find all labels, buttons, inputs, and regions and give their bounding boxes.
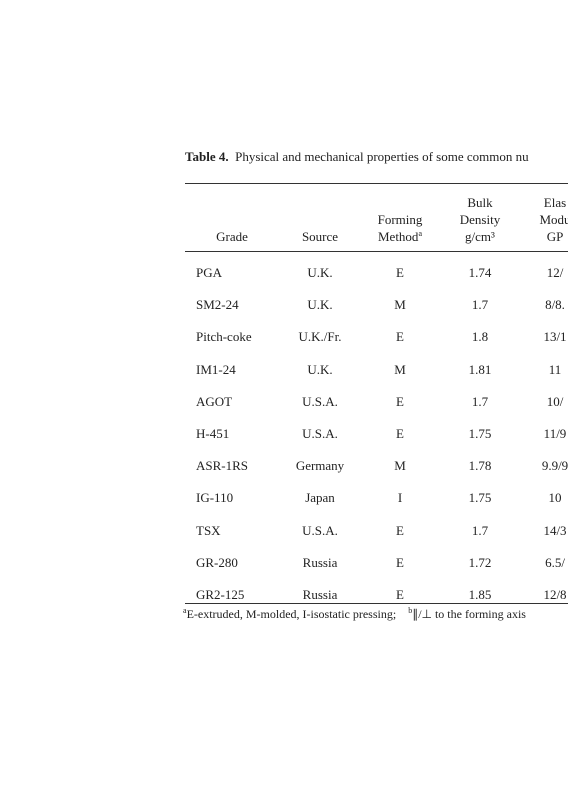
header-cell: Grade [216,229,248,245]
table-cell: E [396,393,404,409]
table-cell: 1.7 [471,393,489,409]
table-cell: U.S.A. [302,393,338,409]
footnote: b∥/⊥ to the forming axis [408,606,526,622]
header-cell: Bulk [467,195,492,211]
table-cell: GR2-125 [196,587,245,602]
header-text: Grade [216,229,248,244]
caption-label: Table 4. [185,149,229,164]
table-cell: M [394,297,406,313]
header-text: Forming [377,212,423,227]
table-cell: 8/8. [545,297,565,313]
table-cell: E [396,522,404,538]
table-cell: 13/1 [543,329,567,345]
table-cell: U.K. [307,265,333,280]
table-cell: AGOT [196,393,233,409]
footnote: aE-extruded, M-molded, I-isostatic press… [183,606,397,622]
table-cell: U.S.A. [302,426,338,441]
table-cell: 6.5/ [545,554,565,570]
table-cell: 12/ [546,265,564,280]
table-cell: M [394,361,406,377]
table-cell: 12/8 [543,587,567,602]
footnote-mark: a [183,606,187,615]
table-cell: 11 [548,361,562,377]
caption-text: Physical and mechanical properties of so… [235,149,529,164]
table-cell: 1.75 [468,426,492,441]
table-cell: 10 [548,490,562,506]
header-cell: Methoda [378,229,422,245]
header-cell: Elas [544,195,566,211]
header-cell: Source [302,229,338,245]
footnote-text: E-extruded, M-molded, I-isostatic pressi… [186,607,397,621]
table-cell: 11/9 [543,426,567,441]
table-cell: U.S.A. [302,522,338,538]
footnotes: aE-extruded, M-molded, I-isostatic press… [183,606,526,622]
header-text: GP [546,229,564,244]
header-cell: Forming [378,212,423,228]
table-cell: 1.7 [471,297,489,313]
table-cell: E [396,426,404,441]
table-cell: 9.9/9 [541,458,568,474]
footnote-mark: b [408,606,413,615]
header-cell: Density [460,212,500,228]
header-text: Method [377,229,419,244]
header-text: g/cm³ [465,229,495,244]
table-cell: U.K. [307,297,333,313]
table-cell: U.K./Fr. [298,329,342,345]
header-cell: g/cm³ [465,229,495,245]
table-cell: E [396,329,404,345]
header-text: Elas [543,195,567,210]
table-cell: Russia [302,554,338,570]
table-cell: 1.85 [468,587,492,602]
header-footnote-mark: a [418,229,423,238]
header-rule [185,251,568,252]
table-cell: 1.75 [468,490,492,506]
table-cell: 1.8 [471,329,489,345]
table-cell: 14/3 [543,522,567,538]
header-cell: Modu [539,212,568,228]
header-text: Density [459,212,501,227]
table-cell: IG-110 [196,490,234,506]
table-cell: 1.72 [468,554,492,570]
table-cell: Pitch-coke [196,329,252,345]
table-cell: U.K. [307,361,333,377]
top-rule [185,183,568,184]
table-cell: E [396,265,404,280]
header-text: Bulk [467,195,493,210]
table-cell: SM2-24 [196,297,239,313]
table-cell: IM1-24 [196,361,236,377]
table-cell: PGA [196,265,223,280]
table-cell: Germany [295,458,345,474]
header-text: Modu [539,212,568,227]
table-cell: ASR-1RS [196,458,249,474]
table-cell: H-451 [196,426,230,441]
table-cell: GR-280 [196,554,238,570]
table-cell: 1.78 [468,458,492,474]
table-cell: M [394,458,406,474]
footnote-text: ∥/⊥ to the forming axis [412,607,526,621]
table-cell: Japan [305,490,335,506]
table-cell: I [397,490,403,506]
table-cell: TSX [196,522,221,538]
table-cell: 1.74 [468,265,492,280]
header-cell: GP [547,229,564,245]
table-cell: 10/ [546,393,564,409]
caption: Table 4. Physical and mechanical propert… [185,149,529,165]
bottom-rule [185,603,568,604]
table-cell: E [396,587,404,602]
header-text: Source [301,229,339,244]
table-cell: 1.81 [468,361,492,377]
table-cell: E [396,554,404,570]
table-cell: 1.7 [471,522,489,538]
table-cell: Russia [302,587,338,602]
